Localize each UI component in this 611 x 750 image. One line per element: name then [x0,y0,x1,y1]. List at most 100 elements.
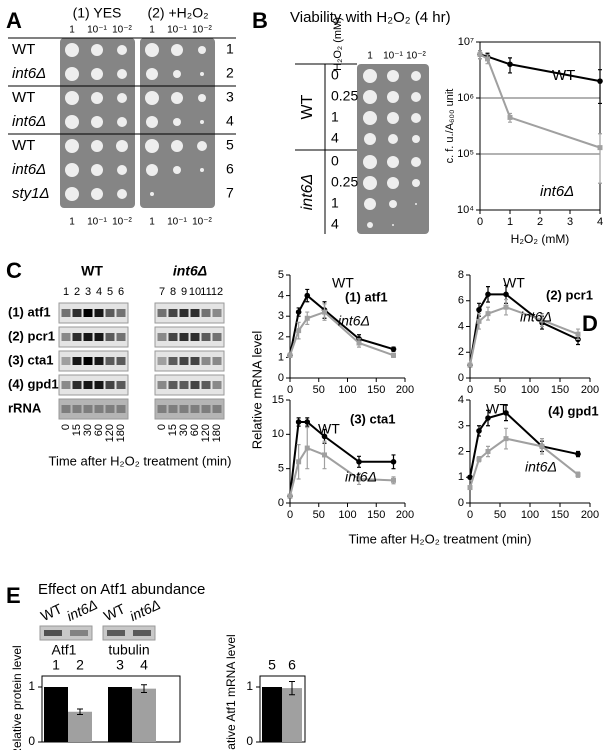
lane-number: 3 [116,657,124,673]
x-tick-label: 50 [494,384,506,396]
colony-spot [171,140,183,152]
colony-spot [65,91,79,105]
band [94,309,104,317]
x-tick-label: 150 [367,384,385,396]
band [212,405,222,413]
x-tick-label: 150 [551,384,569,396]
colony-spot [171,92,183,104]
error-bar [77,708,83,715]
data-point [476,456,482,462]
data-point [485,449,491,454]
concentration-label: 4 [331,216,339,232]
colony-spot [173,166,181,174]
colony-spot [65,163,79,177]
band [72,333,82,341]
band [157,309,167,317]
colony-spot [65,139,79,153]
data-point [597,145,603,151]
panel-letter: A [6,8,22,33]
series-label: int6Δ [540,183,574,200]
colony-spot [173,118,181,126]
concentration-label: 0.25 [331,174,358,190]
lane-number: 6 [118,286,124,298]
colony-spot [387,70,399,82]
colony-spot [198,46,206,54]
data-point [575,472,581,478]
x-tick-label: 150 [367,509,385,521]
colony-spot [198,94,206,102]
bar [262,687,282,742]
data-point [507,114,513,120]
x-tick-label: 200 [396,384,414,396]
colony-spot [65,115,79,129]
lane-number: 9 [181,286,187,298]
blot-strip [154,374,225,396]
time-label: 120 [104,424,116,442]
band [116,333,126,341]
data-point [467,485,473,491]
colony-spot [91,140,103,152]
band [70,630,88,636]
blot-lane-label: WT [38,600,65,624]
colony-spot [387,156,399,168]
x-tick-label: 50 [313,509,325,521]
panel-letter: B [252,8,268,33]
row-label: (4) gpd1 [8,376,59,391]
band [61,381,71,389]
dilution-label: 10⁻¹ [87,25,107,36]
chart-title: (3) cta1 [350,411,396,426]
dilution-label: 1 [69,217,75,228]
data-point [304,292,311,299]
data-point [485,311,491,317]
band [179,381,189,389]
dilution-label: 1 [69,25,75,36]
blot-label: Atf1 [52,642,77,658]
band [61,309,71,317]
blot-strip [154,326,225,348]
row-number: 3 [226,89,234,105]
data-point [296,459,302,465]
time-label: 30 [178,424,190,436]
dilution-label: 1 [367,51,373,62]
x-tick-label: 0 [287,384,293,396]
data-point [485,415,491,421]
time-label: 60 [189,424,201,436]
lane-number: 1 [63,286,69,298]
concentration-label: 0 [331,67,339,83]
blot-strip [39,625,93,641]
row-label: rRNA [8,400,42,415]
colony-spot [65,43,79,57]
colony-spot [91,44,103,56]
y-tick-label: 10⁴ [457,204,474,216]
dilution-label: 10⁻² [192,25,212,36]
data-point [503,436,509,442]
data-point [476,428,482,434]
band [201,381,211,389]
blot-strip [154,302,225,324]
colony-spot [91,92,103,104]
band [157,381,167,389]
y-tick-label: 1 [458,471,464,483]
lane-number: 5 [268,657,276,673]
band [72,309,82,317]
dilution-label: 10⁻¹ [167,25,187,36]
lane-number: 4 [140,657,148,673]
group-label: WT [81,263,103,279]
colony-spot [387,177,399,189]
colony-spot [364,198,376,210]
strain-label: WT [12,137,35,154]
data-point [575,331,581,337]
lane-number: 6 [288,657,296,673]
band [179,405,189,413]
panel-letter: D [582,311,598,336]
colony-spot [146,68,158,80]
lane-number: 5 [107,286,113,298]
y-tick-label: 0 [458,497,464,509]
colony-spot [117,69,127,79]
band [116,309,126,317]
lane-number: 2 [76,657,84,673]
condition-label: (2) +H₂O₂ [147,5,208,21]
blot-lane-label: int6Δ [64,596,100,624]
x-tick-label: 0 [477,216,483,228]
